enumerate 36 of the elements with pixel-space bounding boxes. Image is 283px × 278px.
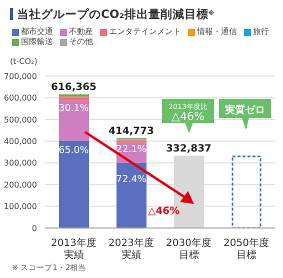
legend-label: 旅行 [252, 27, 269, 37]
y-axis-title: (t-CO₂) [10, 57, 38, 66]
y-tick-label: 0 [32, 224, 37, 233]
y-tick-label: 400,000 [4, 136, 37, 146]
bar [59, 100, 89, 142]
total-label: 414,773 [108, 126, 154, 137]
y-tick-label: 700,000 [4, 72, 37, 81]
bar [116, 140, 146, 143]
legend-label: その他 [68, 37, 93, 47]
annotation: 実質ゼロ [224, 104, 265, 116]
y-tick-label: 600,000 [4, 94, 37, 103]
annotation: △46% [148, 206, 180, 217]
legend-label: 国際輸送 [20, 37, 53, 47]
chart-title: 当社グループのCO₂排出量削減目標$^{※}$ [17, 7, 214, 21]
bar [232, 156, 262, 228]
x-tick-label: 2050年度目標 [224, 237, 269, 261]
x-tick-label: 2023年度実績 [108, 237, 154, 261]
bar [116, 162, 146, 228]
x-tick-label: 2013年度実績 [51, 237, 96, 261]
legend-label: エンタテインメント [108, 27, 181, 37]
annotation: 72.4% [116, 174, 146, 185]
y-tick-label: 100,000 [4, 202, 37, 212]
total-label: 616,365 [50, 82, 97, 94]
x-tick-label: 2030年度目標 [166, 237, 212, 261]
y-tick-label: 300,000 [4, 158, 37, 168]
annotation: 30.1% [58, 103, 89, 114]
y-tick-label: 500,000 [4, 115, 37, 124]
annotation: 22.1% [116, 144, 146, 155]
legend-label: 不動産 [68, 27, 93, 37]
total-label: 332,837 [166, 144, 212, 155]
annotation: 65.0% [58, 145, 89, 156]
bar [59, 97, 89, 101]
y-tick-label: 200,000 [4, 180, 37, 190]
bar [59, 141, 89, 228]
legend-label: 情報・通信 [196, 27, 237, 37]
legend-label: 都市交通 [20, 27, 53, 37]
